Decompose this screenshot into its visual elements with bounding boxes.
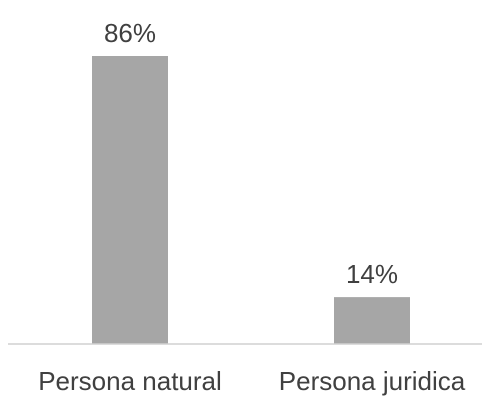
bar-1 xyxy=(92,56,168,344)
data-label-1: 86% xyxy=(104,18,156,48)
bar-2 xyxy=(334,297,410,344)
category-label-2: Persona juridica xyxy=(279,366,466,396)
labels-layer: 86% Persona natural 14% Persona juridica xyxy=(38,18,466,396)
data-label-2: 14% xyxy=(346,259,398,289)
bars-layer xyxy=(92,56,410,344)
category-label-1: Persona natural xyxy=(38,366,222,396)
